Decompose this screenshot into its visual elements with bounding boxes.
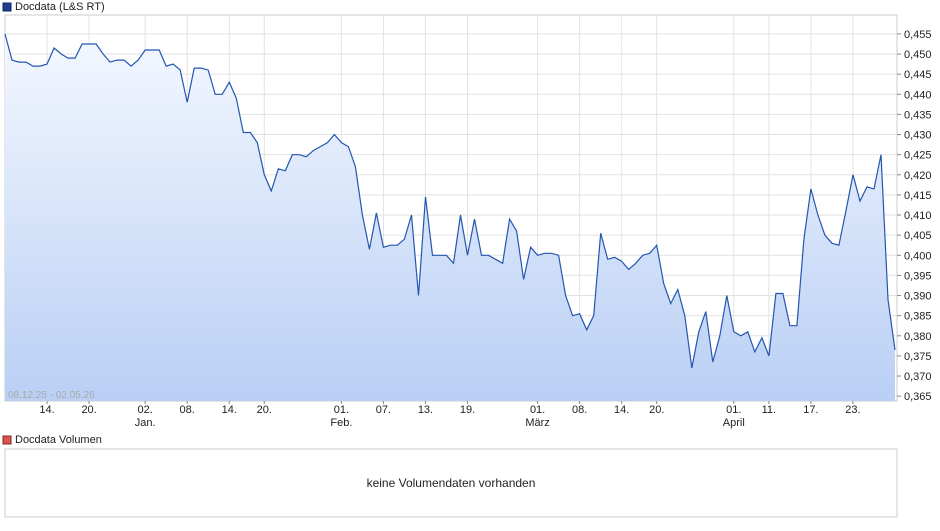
y-tick-label: 0,450 — [904, 49, 932, 61]
volume-title: Docdata Volumen — [15, 434, 102, 446]
y-tick-label: 0,455 — [904, 29, 932, 41]
y-tick-label: 0,410 — [904, 210, 932, 222]
x-tick-label: 01. — [530, 404, 545, 416]
volume-message: keine Volumendaten vorhanden — [367, 476, 536, 490]
area — [5, 33, 895, 402]
y-tick-label: 0,365 — [904, 391, 932, 403]
x-tick-label: 07. — [376, 404, 391, 416]
y-tick-label: 0,375 — [904, 351, 932, 363]
x-tick-label: 08. — [180, 404, 195, 416]
y-tick-label: 0,400 — [904, 250, 932, 262]
legend-label: Docdata (L&S RT) — [15, 1, 105, 13]
x-tick-label: 02. — [138, 404, 153, 416]
x-tick-label: 17. — [803, 404, 818, 416]
legend-swatch — [2, 435, 12, 445]
month-label: April — [723, 417, 745, 429]
x-tick-label: 13. — [418, 404, 433, 416]
y-tick-label: 0,395 — [904, 270, 932, 282]
y-tick-label: 0,420 — [904, 170, 932, 182]
month-label: März — [525, 417, 549, 429]
x-tick-label: 14. — [39, 404, 54, 416]
y-tick-label: 0,390 — [904, 291, 932, 303]
y-tick-label: 0,415 — [904, 190, 932, 202]
date-range: 08.12.25 - 02.05.26 — [8, 390, 95, 401]
month-label: Jan. — [135, 417, 156, 429]
x-tick-label: 01. — [726, 404, 741, 416]
volume-panel — [4, 448, 898, 518]
y-tick-label: 0,425 — [904, 150, 932, 162]
y-tick-label: 0,435 — [904, 109, 932, 121]
y-tick-label: 0,405 — [904, 230, 932, 242]
x-tick-label: 01. — [334, 404, 349, 416]
y-tick-label: 0,370 — [904, 371, 932, 383]
x-tick-label: 19. — [460, 404, 475, 416]
y-tick-label: 0,380 — [904, 331, 932, 343]
x-tick-label: 20. — [257, 404, 272, 416]
x-tick-label: 20. — [81, 404, 96, 416]
y-tick-label: 0,445 — [904, 69, 932, 81]
x-tick-label: 14. — [614, 404, 629, 416]
month-label: Feb. — [330, 417, 352, 429]
y-tick-label: 0,440 — [904, 89, 932, 101]
x-tick-label: 20. — [649, 404, 664, 416]
x-tick-label: 11. — [762, 404, 776, 416]
price-line — [4, 33, 896, 369]
x-tick-label: 08. — [572, 404, 587, 416]
legend-swatch — [2, 2, 12, 12]
y-tick-label: 0,385 — [904, 311, 932, 323]
x-tick-label: 14. — [222, 404, 237, 416]
y-tick-label: 0,430 — [904, 130, 932, 142]
x-tick-label: 23. — [845, 404, 860, 416]
